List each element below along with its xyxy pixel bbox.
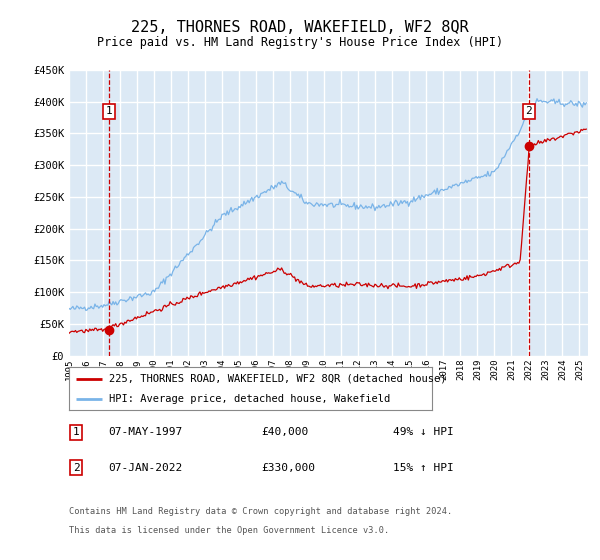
Text: 2: 2 [73, 463, 80, 473]
Text: 225, THORNES ROAD, WAKEFIELD, WF2 8QR: 225, THORNES ROAD, WAKEFIELD, WF2 8QR [131, 20, 469, 35]
Text: 225, THORNES ROAD, WAKEFIELD, WF2 8QR (detached house): 225, THORNES ROAD, WAKEFIELD, WF2 8QR (d… [109, 374, 446, 384]
Text: This data is licensed under the Open Government Licence v3.0.: This data is licensed under the Open Gov… [69, 526, 389, 535]
Text: 1: 1 [106, 106, 112, 116]
Text: £330,000: £330,000 [261, 463, 315, 473]
Text: 15% ↑ HPI: 15% ↑ HPI [393, 463, 454, 473]
Text: 07-JAN-2022: 07-JAN-2022 [108, 463, 182, 473]
Text: Contains HM Land Registry data © Crown copyright and database right 2024.: Contains HM Land Registry data © Crown c… [69, 507, 452, 516]
Text: HPI: Average price, detached house, Wakefield: HPI: Average price, detached house, Wake… [109, 394, 390, 404]
Text: 2: 2 [526, 106, 532, 116]
Text: 49% ↓ HPI: 49% ↓ HPI [393, 427, 454, 437]
Text: 1: 1 [73, 427, 80, 437]
Text: 07-MAY-1997: 07-MAY-1997 [108, 427, 182, 437]
Text: Price paid vs. HM Land Registry's House Price Index (HPI): Price paid vs. HM Land Registry's House … [97, 36, 503, 49]
Text: £40,000: £40,000 [261, 427, 308, 437]
